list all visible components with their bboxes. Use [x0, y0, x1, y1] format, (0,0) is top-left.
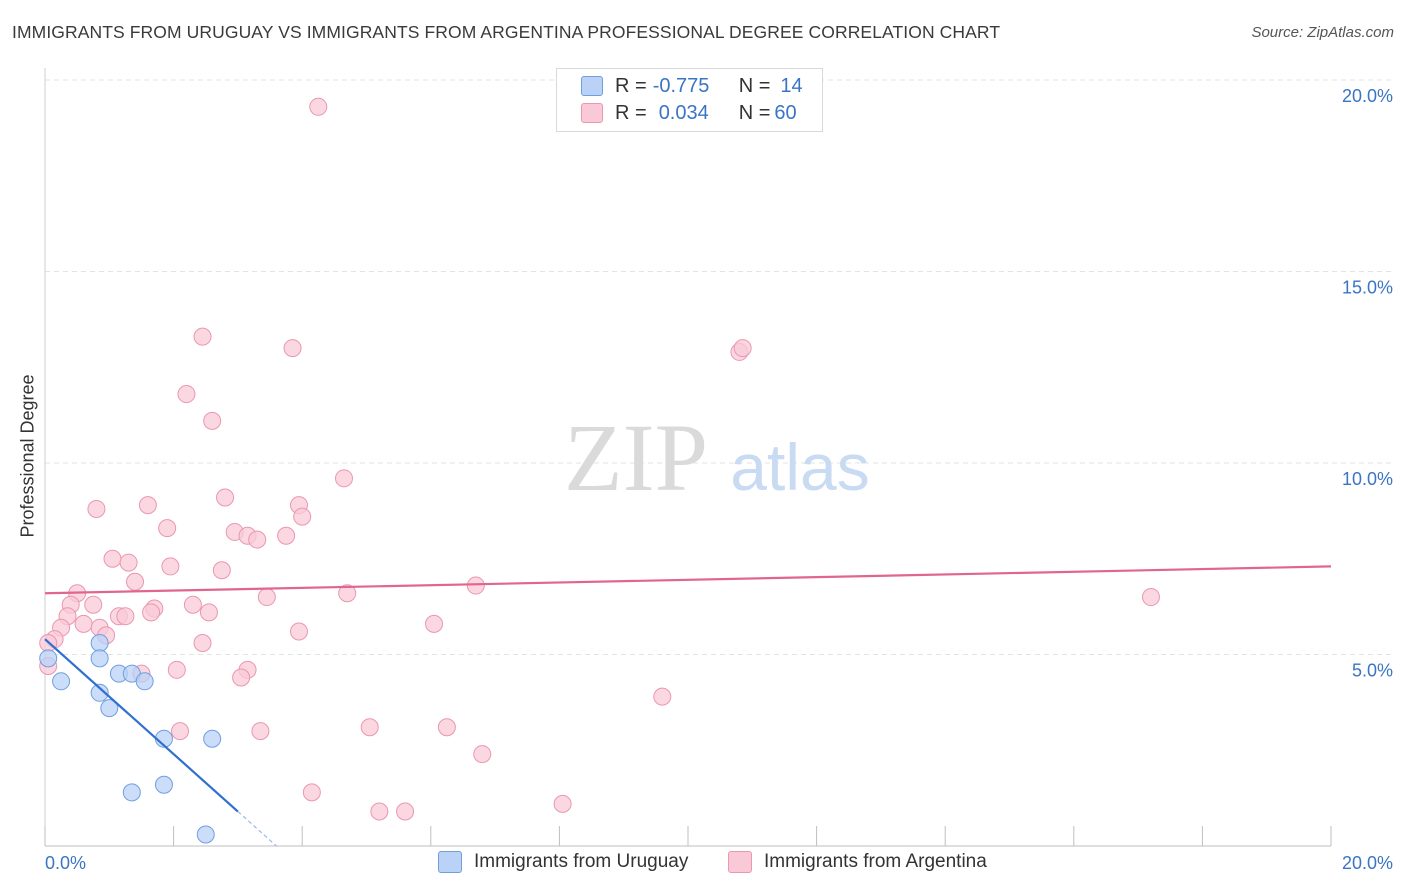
argentina-point	[370, 802, 389, 821]
legend-item-uruguay[interactable]: Immigrants from Uruguay	[438, 851, 688, 873]
argentina-trend-line	[44, 565, 1332, 595]
uruguay-point	[90, 634, 109, 653]
argentina-point	[103, 549, 122, 568]
argentina-point	[119, 553, 138, 572]
argentina-point	[1141, 588, 1160, 607]
uruguay-point	[203, 729, 222, 748]
argentina-point	[257, 588, 276, 607]
source-label: Source: ZipAtlas.com	[1251, 24, 1394, 41]
legend-uruguay-label: Immigrants from Uruguay	[474, 851, 689, 872]
argentina-point	[216, 488, 235, 507]
argentina-point	[293, 507, 312, 526]
chart-title: IMMIGRANTS FROM URUGUAY VS IMMIGRANTS FR…	[12, 22, 1001, 42]
argentina-point	[396, 802, 415, 821]
argentina-point	[171, 722, 190, 741]
argentina-n-value: 60	[774, 101, 797, 124]
argentina-swatch	[581, 103, 603, 123]
uruguay-point	[122, 783, 141, 802]
uruguay-r-label: R =	[615, 74, 647, 97]
watermark: ZIP atlas	[564, 404, 870, 511]
argentina-point	[302, 783, 321, 802]
argentina-point	[553, 794, 572, 813]
y-tick-label: 10.0%	[1342, 469, 1393, 489]
legend: Immigrants from Uruguay Immigrants from …	[0, 851, 1406, 879]
trend-layer	[44, 565, 1332, 847]
points-layer	[39, 97, 1160, 844]
argentina-point	[360, 718, 379, 737]
stats-row-uruguay: R = -0.775 N = 14	[581, 73, 803, 99]
uruguay-n-label: N =	[738, 74, 771, 97]
stats-box: R = -0.775 N = 14 R = 0.034 N = 60	[556, 68, 823, 132]
uruguay-r-value: -0.775	[652, 74, 710, 97]
uruguay-trend-line	[44, 638, 239, 813]
uruguay-trend-extension	[237, 811, 277, 847]
legend-uruguay-swatch	[438, 851, 462, 873]
argentina-point	[251, 722, 270, 741]
watermark-atlas: atlas	[730, 430, 869, 504]
y-tick-label: 15.0%	[1342, 278, 1393, 298]
uruguay-point	[135, 672, 154, 691]
argentina-point	[232, 668, 251, 687]
argentina-point	[116, 607, 135, 626]
argentina-point	[177, 385, 196, 404]
legend-argentina-swatch	[728, 851, 752, 873]
argentina-point	[142, 603, 161, 622]
argentina-point	[158, 519, 177, 538]
argentina-point	[733, 339, 752, 358]
argentina-point	[289, 622, 308, 641]
argentina-r-value: 0.034	[658, 101, 709, 124]
argentina-point	[334, 469, 353, 488]
argentina-point	[338, 584, 357, 603]
argentina-point	[138, 496, 157, 515]
argentina-point	[248, 530, 267, 549]
argentina-r-label: R =	[615, 101, 647, 124]
watermark-zip: ZIP	[564, 404, 708, 511]
uruguay-point	[90, 683, 109, 702]
uruguay-point	[100, 699, 119, 718]
legend-item-argentina[interactable]: Immigrants from Argentina	[728, 851, 987, 873]
argentina-point	[199, 603, 218, 622]
uruguay-point	[196, 825, 215, 844]
uruguay-point	[154, 775, 173, 794]
y-tick-label: 20.0%	[1342, 86, 1393, 106]
uruguay-n-value: 14	[780, 74, 803, 97]
argentina-point	[212, 561, 231, 580]
uruguay-point	[39, 649, 58, 668]
uruguay-point	[52, 672, 71, 691]
argentina-point	[437, 718, 456, 737]
argentina-point	[84, 595, 103, 614]
argentina-point	[309, 97, 328, 116]
argentina-point	[87, 499, 106, 518]
argentina-point	[283, 339, 302, 358]
argentina-point	[183, 595, 202, 614]
uruguay-point	[90, 649, 109, 668]
argentina-point	[74, 614, 93, 633]
argentina-point	[425, 614, 444, 633]
argentina-point	[277, 526, 296, 545]
argentina-point	[473, 745, 492, 764]
legend-argentina-label: Immigrants from Argentina	[764, 851, 987, 872]
y-tick-label: 5.0%	[1352, 661, 1393, 681]
argentina-point	[126, 572, 145, 591]
argentina-point	[466, 576, 485, 595]
tick-labels: 5.0% 10.0% 15.0% 20.0% 0.0% 20.0%	[45, 86, 1393, 873]
argentina-point	[161, 557, 180, 576]
argentina-n-label: N =	[738, 101, 771, 124]
stats-row-argentina: R = 0.034 N = 60	[581, 100, 797, 126]
argentina-point	[193, 327, 212, 346]
argentina-point	[203, 411, 222, 430]
argentina-point	[653, 687, 672, 706]
x-tick-label: 0.0%	[45, 853, 86, 873]
argentina-point	[193, 634, 212, 653]
argentina-point	[167, 660, 186, 679]
uruguay-swatch	[581, 76, 603, 96]
x-tick-label: 20.0%	[1342, 853, 1393, 873]
axes-layer	[44, 68, 1332, 847]
